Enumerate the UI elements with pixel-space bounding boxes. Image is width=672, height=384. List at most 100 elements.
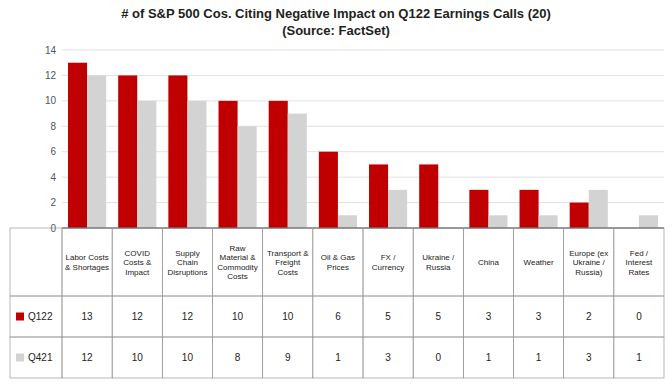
table-value: 10 <box>182 352 194 363</box>
category-label: FX /Currency <box>372 253 404 272</box>
table-cell <box>162 337 212 378</box>
legend-swatch <box>16 354 24 362</box>
table-cell <box>363 228 413 296</box>
table-value: 3 <box>586 352 592 363</box>
y-tick-label: 6 <box>50 146 56 157</box>
category-label: SupplyChainDisruptions <box>167 249 207 277</box>
table-cell <box>162 296 212 337</box>
category-label: RawMaterial &CommodityCosts <box>217 244 257 282</box>
table-value: 10 <box>132 352 144 363</box>
table-cell <box>514 228 564 296</box>
bar <box>369 164 388 228</box>
table-cell <box>614 228 664 296</box>
bar <box>187 101 206 228</box>
table-value: 3 <box>385 352 391 363</box>
table-value: 2 <box>586 311 592 322</box>
category-label: Ukraine /Russia <box>422 253 455 272</box>
category-label: Transport &FreightCosts <box>267 249 309 277</box>
bar <box>87 75 106 228</box>
table-value: 0 <box>636 311 642 322</box>
table-cell <box>62 296 112 337</box>
table-value: 1 <box>636 352 642 363</box>
table-value: 12 <box>82 352 94 363</box>
bar <box>219 101 238 228</box>
grid <box>62 50 664 228</box>
table-value: 12 <box>132 311 144 322</box>
table-value: 8 <box>235 352 241 363</box>
grid-line <box>62 75 664 76</box>
bar <box>570 203 589 228</box>
bar <box>319 152 338 228</box>
table-value: 10 <box>232 311 244 322</box>
table-cell <box>162 228 212 296</box>
bar <box>238 126 257 228</box>
bar <box>539 215 558 228</box>
table-value: 3 <box>536 311 542 322</box>
bar <box>589 190 608 228</box>
table-cell <box>62 228 112 296</box>
title: # of S&P 500 Cos. Citing Negative Impact… <box>121 6 551 21</box>
y-tick-label: 12 <box>45 70 57 81</box>
table-cell <box>263 296 313 337</box>
table-cell <box>413 337 463 378</box>
table-value: 1 <box>486 352 492 363</box>
category-label: Weather <box>524 258 554 267</box>
table-cell <box>363 296 413 337</box>
bar <box>488 215 507 228</box>
table-cell <box>213 228 263 296</box>
table-cell <box>614 296 664 337</box>
bar <box>118 75 137 228</box>
table-cell <box>463 337 513 378</box>
table-value: 3 <box>486 311 492 322</box>
table-cell <box>564 337 614 378</box>
table-cell <box>413 296 463 337</box>
table-cell <box>313 296 363 337</box>
category-label: China <box>478 258 499 267</box>
bar <box>520 190 539 228</box>
bar <box>388 190 407 228</box>
bars <box>68 63 658 228</box>
table-cell <box>363 337 413 378</box>
table-value: 5 <box>385 311 391 322</box>
grid-line <box>62 50 664 51</box>
bar <box>269 101 288 228</box>
table-value: 6 <box>335 311 341 322</box>
table-cell <box>564 296 614 337</box>
y-tick-label: 2 <box>50 197 56 208</box>
category-label: Europe (exUkraine /Russia) <box>569 249 608 277</box>
table-cell <box>213 296 263 337</box>
table-cell <box>213 337 263 378</box>
bar <box>288 114 307 228</box>
bar <box>469 190 488 228</box>
table-cell <box>10 296 62 337</box>
y-tick-label: 8 <box>50 121 56 132</box>
table-value: 13 <box>82 311 94 322</box>
y-tick-label: 4 <box>50 172 56 183</box>
bar <box>68 63 87 228</box>
table-cell <box>413 228 463 296</box>
table-cell <box>112 228 162 296</box>
table-value: 10 <box>282 311 294 322</box>
table-value: 0 <box>435 352 441 363</box>
table-cell <box>514 337 564 378</box>
table-cell <box>10 337 62 378</box>
category-label: Labor Costs& Shortages <box>65 253 109 272</box>
table-value: 9 <box>285 352 291 363</box>
table-value: 5 <box>435 311 441 322</box>
bar <box>338 215 357 228</box>
table-cell <box>313 337 363 378</box>
table-value: 1 <box>536 352 542 363</box>
legend-swatch <box>16 313 24 321</box>
table-cell <box>463 296 513 337</box>
bar <box>137 101 156 228</box>
category-label: Fed /InterestRates <box>626 249 653 277</box>
table-value: 1 <box>335 352 341 363</box>
series-name: Q122 <box>28 311 53 322</box>
chart: # of S&P 500 Cos. Citing Negative Impact… <box>0 0 672 384</box>
table-cell <box>614 337 664 378</box>
table-cell <box>62 337 112 378</box>
table-cell <box>10 228 62 296</box>
table-cell <box>112 337 162 378</box>
table-value: 12 <box>182 311 194 322</box>
bar <box>168 75 187 228</box>
